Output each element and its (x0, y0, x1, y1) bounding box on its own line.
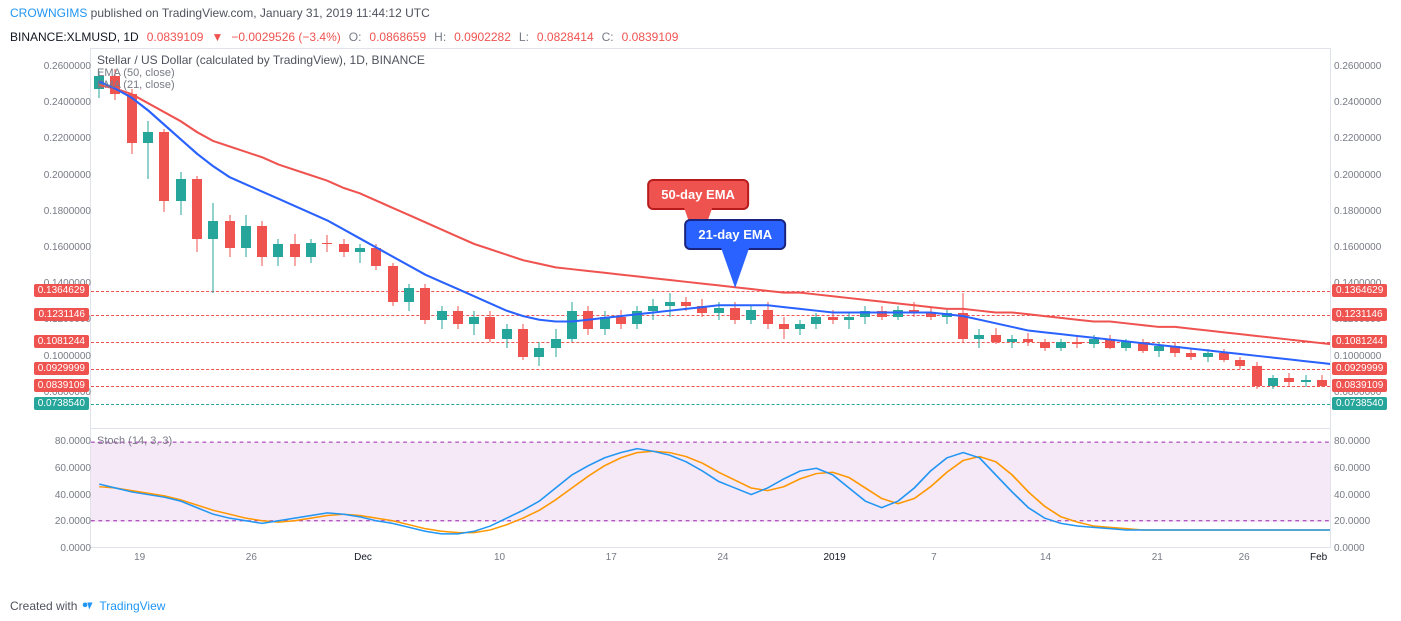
callout: 21-day EMA (684, 219, 786, 288)
publish-header: CROWNGIMS published on TradingView.com, … (0, 0, 1401, 26)
stoch-chart[interactable]: Stoch (14, 3, 3) 80.000060.000040.000020… (90, 428, 1331, 548)
last-price: 0.0839109 (147, 30, 204, 44)
stoch-legend: Stoch (14, 3, 3) (97, 433, 172, 447)
x-axis: 1926Dec10172420197142126Feb (90, 548, 1331, 568)
tradingview-logo-icon (81, 599, 95, 613)
stoch-band (91, 442, 1330, 522)
symbol: BINANCE:XLMUSD, 1D (10, 30, 139, 44)
down-arrow-icon: ▼ (211, 30, 223, 44)
username: CROWNGIMS (10, 6, 87, 20)
footer: Created with TradingView (0, 591, 175, 621)
main-chart[interactable]: Stellar / US Dollar (calculated by Tradi… (90, 48, 1331, 428)
change: −0.0029526 (−3.4%) (231, 30, 340, 44)
ticker-bar: BINANCE:XLMUSD, 1D 0.0839109 ▼ −0.002952… (0, 26, 1401, 48)
chart-legend: Stellar / US Dollar (calculated by Tradi… (97, 53, 425, 91)
